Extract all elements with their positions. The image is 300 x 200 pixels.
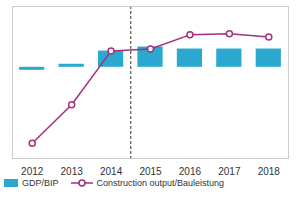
svg-text:2017: 2017 xyxy=(218,166,241,176)
svg-text:2015: 2015 xyxy=(139,166,162,176)
svg-text:2012: 2012 xyxy=(21,166,44,176)
svg-text:2016: 2016 xyxy=(179,166,202,176)
html-text:Construction output/Bauleistun: Construction output/Bauleistung xyxy=(96,178,225,188)
svg-text:2013: 2013 xyxy=(61,166,84,176)
html-text:GDP/BIP: GDP/BIP xyxy=(22,178,59,188)
svg-text:2014: 2014 xyxy=(100,166,123,176)
svg-text:2018: 2018 xyxy=(258,166,281,176)
